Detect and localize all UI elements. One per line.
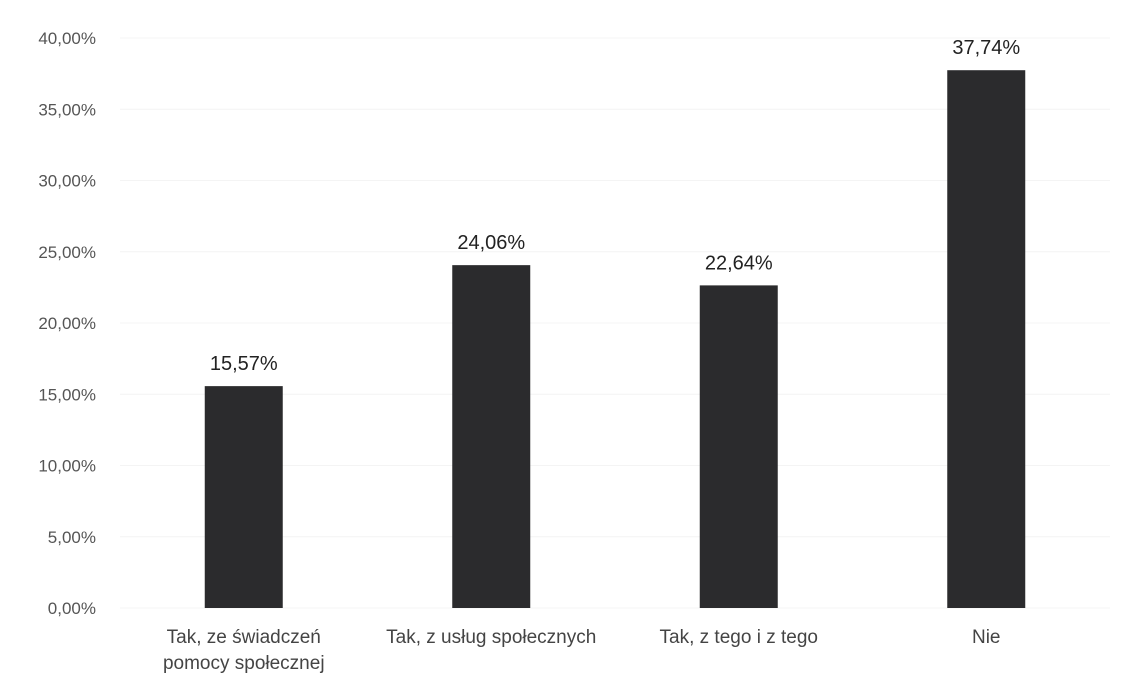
y-axis: 0,00% 5,00% 10,00% 15,00% 20,00% 25,00% 30,00%…: [38, 29, 96, 618]
x-tick-label: Nie: [972, 627, 1001, 648]
bar: [947, 70, 1026, 608]
data-label: 15,57%: [210, 353, 278, 375]
data-label: 22,64%: [705, 252, 773, 274]
y-tick-label: 30,00%: [38, 172, 96, 191]
x-tick-label-line: Tak, z tego i z tego: [660, 627, 818, 648]
bars: [204, 70, 1026, 608]
y-tick-label: 5,00%: [48, 528, 96, 547]
x-tick-label: Tak, z tego i z tego: [660, 627, 818, 648]
bar: [204, 386, 283, 608]
data-labels: 15,57% 24,06% 22,64% 37,74%: [210, 37, 1021, 375]
x-tick-label-line: Tak, ze świadczeń: [167, 627, 321, 648]
x-tick-label: Tak, z usług społecznych: [386, 627, 596, 648]
x-tick-label-line: Tak, z usług społecznych: [386, 627, 596, 648]
bar: [452, 265, 531, 608]
y-tick-label: 20,00%: [38, 314, 96, 333]
x-tick-label-line: pomocy społecznej: [163, 653, 325, 674]
bar: [699, 285, 778, 608]
data-label: 37,74%: [952, 37, 1020, 59]
grid-lines: [120, 37, 1110, 609]
y-tick-label: 10,00%: [38, 457, 96, 476]
y-tick-label: 35,00%: [38, 100, 96, 119]
x-tick-label-line: Nie: [972, 627, 1001, 648]
y-tick-label: 0,00%: [48, 599, 96, 618]
y-tick-label: 40,00%: [38, 29, 96, 48]
data-label: 24,06%: [457, 232, 525, 254]
y-tick-label: 25,00%: [38, 243, 96, 262]
y-tick-label: 15,00%: [38, 385, 96, 404]
x-tick-label: Tak, ze świadczeń pomocy społecznej: [163, 627, 325, 674]
